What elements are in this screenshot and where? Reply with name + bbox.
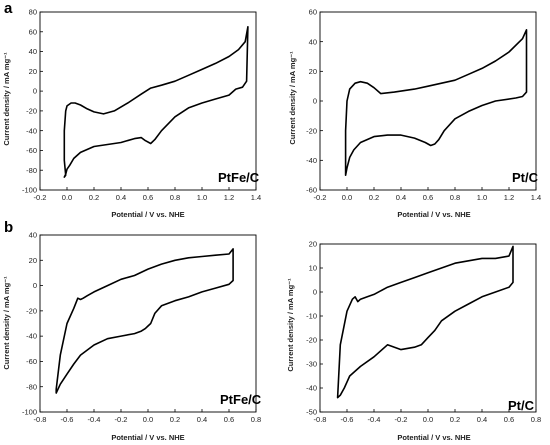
x-tick-label: 1.2 [504, 193, 514, 202]
y-axis-label: Current density / mA mg⁻¹ [2, 52, 11, 146]
y-tick-label: -80 [26, 382, 37, 391]
x-tick-label: 0.4 [477, 415, 487, 424]
x-axis-label: Potential / V vs. NHE [397, 210, 470, 219]
y-tick-label: 60 [309, 8, 317, 17]
chart-b-ptfe: Current density / mA mg⁻¹ Potential / V … [2, 231, 262, 442]
x-tick-label: 1.0 [197, 193, 207, 202]
x-tick-label: -0.8 [314, 415, 327, 424]
x-tick-label: 0.6 [224, 415, 234, 424]
x-tick-label: -0.2 [34, 193, 47, 202]
y-tick-label: -60 [26, 357, 37, 366]
x-tick-label: 0.8 [531, 415, 541, 424]
plot-frame [39, 234, 257, 413]
x-axis-label: Potential / V vs. NHE [397, 433, 470, 442]
x-tick-label: 1.4 [251, 193, 261, 202]
chart-a-pt: Current density / mA mg⁻¹ Potential / V … [288, 8, 541, 219]
x-tick-label: -0.2 [115, 415, 128, 424]
x-tick-label: -0.6 [61, 415, 74, 424]
plot-frame [319, 243, 537, 413]
chart-a-ptfe: Current density / mA mg⁻¹ Potential / V … [2, 8, 261, 219]
y-tick-label: 10 [309, 264, 317, 273]
y-tick-label: -40 [306, 384, 317, 393]
chart-annotation: Pt/C [508, 398, 535, 413]
y-tick-label: 20 [309, 67, 317, 76]
chart-annotation: PtFe/C [218, 170, 260, 185]
plot-frame [39, 11, 257, 191]
y-tick-label: -50 [306, 408, 317, 417]
y-tick-label: -20 [26, 306, 37, 315]
y-tick-label: -20 [306, 336, 317, 345]
y-axis-label: Current density / mA mg⁻¹ [288, 51, 297, 145]
y-tick-label: 0 [313, 97, 317, 106]
y-tick-label: -60 [26, 146, 37, 155]
x-tick-label: 1.2 [224, 193, 234, 202]
x-tick-label: 0.4 [396, 193, 406, 202]
y-tick-label: -100 [22, 408, 37, 417]
y-tick-label: 20 [29, 256, 37, 265]
x-tick-label: 0.2 [369, 193, 379, 202]
y-tick-label: 80 [29, 8, 37, 17]
y-tick-label: 40 [309, 37, 317, 46]
chart-b-pt: Current density / mA mg⁻¹ Potential / V … [286, 240, 541, 442]
x-tick-label: -0.8 [34, 415, 47, 424]
y-tick-label: 0 [313, 288, 317, 297]
x-tick-label: 0.0 [423, 415, 433, 424]
x-tick-label: 0.0 [143, 415, 153, 424]
plot-frame [319, 11, 537, 191]
y-tick-label: -80 [26, 166, 37, 175]
x-tick-label: -0.4 [88, 415, 101, 424]
x-tick-label: 0.0 [62, 193, 72, 202]
x-tick-label: 0.8 [450, 193, 460, 202]
panel-label-a: a [4, 0, 13, 17]
cv-curve [344, 29, 528, 176]
cv-curve [336, 245, 514, 399]
x-tick-label: 0.0 [342, 193, 352, 202]
x-tick-label: -0.6 [341, 415, 354, 424]
x-tick-label: 0.6 [143, 193, 153, 202]
y-tick-label: 60 [29, 27, 37, 36]
cv-curve [63, 26, 249, 178]
x-tick-label: 0.2 [450, 415, 460, 424]
y-tick-label: 0 [33, 281, 37, 290]
x-tick-label: 0.4 [116, 193, 126, 202]
y-tick-label: -100 [22, 186, 37, 195]
y-tick-label: -20 [306, 126, 317, 135]
x-tick-label: 0.4 [197, 415, 207, 424]
x-tick-label: 0.6 [423, 193, 433, 202]
chart-annotation: PtFe/C [220, 392, 262, 407]
x-tick-label: 0.8 [251, 415, 261, 424]
y-tick-label: 40 [29, 231, 37, 240]
y-tick-label: 20 [309, 240, 317, 249]
x-tick-label: 0.2 [89, 193, 99, 202]
chart-annotation: Pt/C [512, 170, 539, 185]
y-tick-label: -30 [306, 360, 317, 369]
y-tick-label: -10 [306, 312, 317, 321]
x-tick-label: 0.6 [504, 415, 514, 424]
panel-label-b: b [4, 219, 13, 236]
x-tick-label: -0.4 [368, 415, 381, 424]
cv-curve [55, 248, 234, 394]
y-tick-label: 20 [29, 67, 37, 76]
y-axis-label: Current density / mA mg⁻¹ [2, 276, 11, 370]
x-tick-label: 1.4 [531, 193, 541, 202]
y-tick-label: -40 [306, 156, 317, 165]
x-tick-label: -0.2 [314, 193, 327, 202]
x-axis-label: Potential / V vs. NHE [111, 433, 184, 442]
x-tick-label: -0.2 [395, 415, 408, 424]
y-axis-label: Current density / mA mg⁻¹ [286, 278, 295, 372]
y-tick-label: -40 [26, 126, 37, 135]
y-tick-label: -60 [306, 186, 317, 195]
x-tick-label: 1.0 [477, 193, 487, 202]
y-tick-label: -20 [26, 106, 37, 115]
y-tick-label: 40 [29, 47, 37, 56]
x-tick-label: 0.8 [170, 193, 180, 202]
y-tick-label: -40 [26, 332, 37, 341]
x-tick-label: 0.2 [170, 415, 180, 424]
y-tick-label: 0 [33, 87, 37, 96]
x-axis-label: Potential / V vs. NHE [111, 210, 184, 219]
